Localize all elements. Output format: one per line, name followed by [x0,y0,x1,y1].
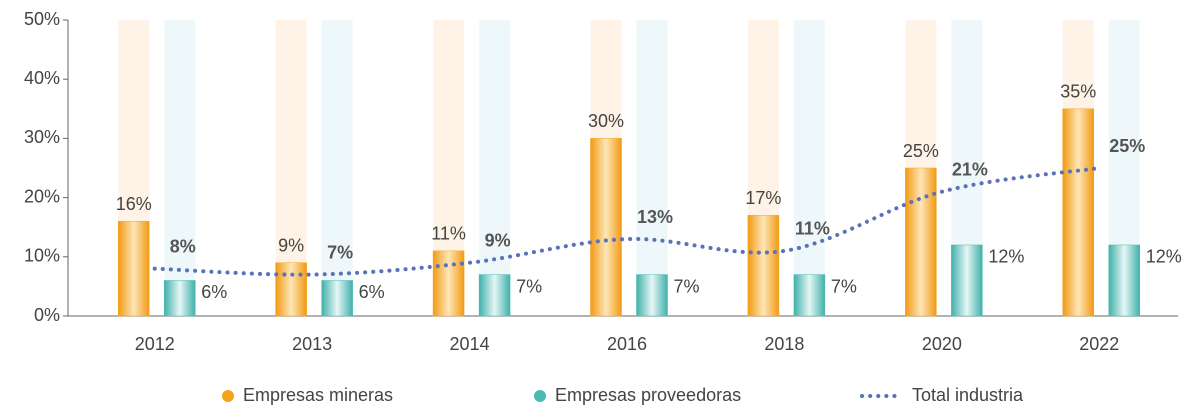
data-label: 6% [201,282,227,302]
line [152,166,1102,277]
data-label: 35% [1060,82,1096,102]
data-label: 25% [903,141,939,161]
data-label: 25% [1109,136,1145,156]
data-label: 12% [988,247,1024,267]
data-label: 7% [516,276,542,296]
x-tick-label: 2012 [135,334,175,354]
bar-background [479,20,511,316]
bar [793,274,826,317]
bar-background [164,20,196,316]
legend-swatch [222,390,234,402]
x-tick-label: 2013 [292,334,332,354]
x-tick-label: 2018 [764,334,804,354]
data-label: 21% [952,159,988,179]
bar [1062,108,1095,317]
bar [590,138,622,317]
data-label: 12% [1146,247,1182,267]
legend-label: Empresas proveedoras [555,385,741,405]
bar-background [636,20,668,316]
bar [275,262,307,317]
y-tick-label: 40% [24,68,60,88]
data-label: 6% [359,282,385,302]
data-label: 9% [485,230,511,250]
data-label: 11% [431,224,466,244]
data-label: 7% [831,276,857,296]
y-tick-label: 20% [24,186,60,206]
data-label: 13% [637,207,673,227]
data-label: 7% [674,276,700,296]
y-tick-label: 10% [24,246,60,266]
y-tick-label: 0% [34,305,60,325]
x-tick-label: 2022 [1079,334,1119,354]
bar [478,274,511,317]
bar [432,250,465,317]
x-tick-label: 2016 [607,334,647,354]
x-tick-label: 2020 [922,334,962,354]
data-label: 17% [745,188,781,208]
bar [905,167,937,317]
bar [117,221,150,317]
bar [747,215,780,317]
bar [951,244,983,317]
bar [636,274,668,317]
y-tick-label: 50% [24,9,60,29]
data-label: 8% [170,236,196,256]
bar [163,280,196,317]
data-label: 7% [327,242,353,262]
bar-background [793,20,825,316]
data-label: 9% [278,235,304,255]
data-label: 11% [795,219,830,239]
legend-label: Total industria [912,385,1024,405]
x-tick-label: 2014 [450,334,490,354]
bar [321,280,353,317]
bar [1108,244,1141,317]
y-tick-label: 30% [24,127,60,147]
data-label: 30% [588,111,624,131]
legend-label: Empresas mineras [243,385,393,405]
bar-background [321,20,353,316]
legend-swatch [534,390,546,402]
data-label: 16% [116,194,152,214]
